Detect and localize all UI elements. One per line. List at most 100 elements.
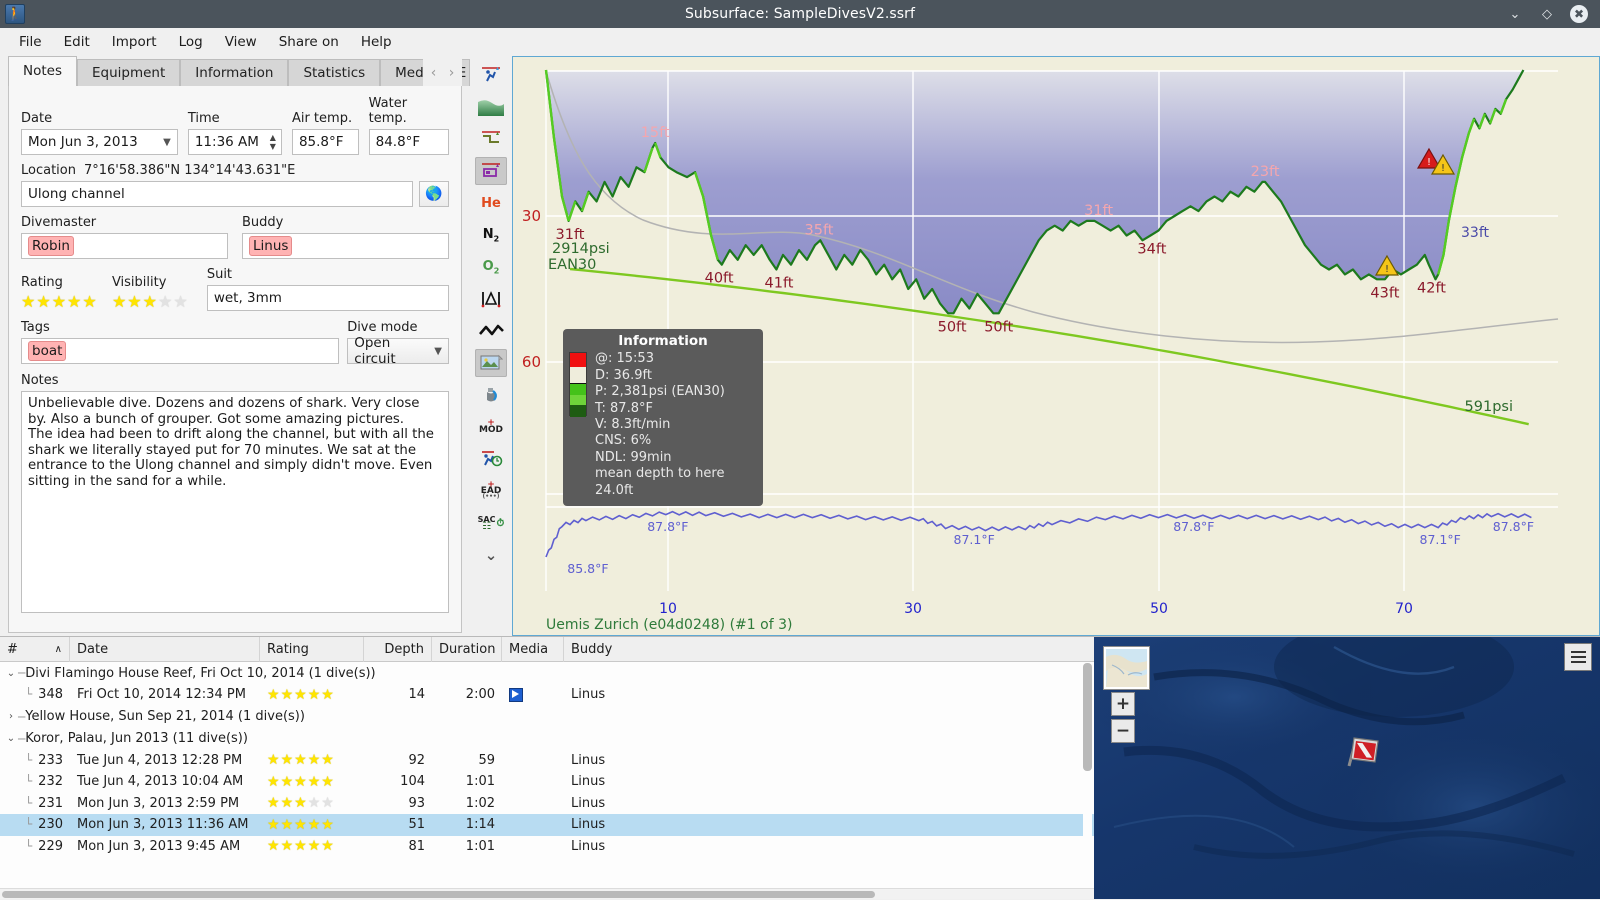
show-calculated-ceiling-tissues-icon[interactable] (475, 157, 507, 185)
notes-textarea[interactable]: Unbelievable dive. Dozens and dozens of … (21, 391, 449, 613)
rating-star-3[interactable]: ★ (51, 292, 67, 311)
dive-row[interactable]: └ 229 Mon Jun 3, 2013 9:45 AM ★ ★ ★ ★ ★ 81 1:01 Li… (0, 836, 1094, 858)
show-calculated-ceiling-icon[interactable] (475, 125, 507, 153)
visibility-star-1[interactable]: ★ (111, 292, 127, 311)
dive-row[interactable]: └ 233 Tue Jun 4, 2013 12:28 PM ★ ★ ★ ★ ★ 92 59 Lin… (0, 750, 1094, 772)
chevron-down-icon[interactable]: ⌄ (6, 733, 16, 744)
air-temp-field[interactable]: 85.8°F (291, 129, 359, 155)
toggle-sac-icon[interactable]: SAC ☷ ⏱ (477, 515, 505, 532)
maximize-icon[interactable]: ◇ (1542, 6, 1552, 22)
globe-icon[interactable]: 🌎 (419, 181, 449, 207)
tab-notes[interactable]: Notes (8, 56, 77, 86)
marker-yellow-warning-triangle[interactable]: ! (1430, 153, 1456, 175)
trip-row[interactable]: ⌄ ─ Divi Flamingo House Reef, Fri Oct 10, … (0, 662, 1094, 684)
toggle-helium-icon[interactable]: He (481, 195, 501, 211)
show-dc-ceiling-shaded-icon[interactable] (475, 93, 507, 121)
media-icon[interactable] (509, 687, 523, 702)
trip-row[interactable]: › ─ Yellow House, Sun Sep 21, 2014 (1 dive… (0, 706, 1094, 728)
column-header-duration[interactable]: Duration (432, 637, 502, 662)
rating-star-2[interactable]: ★ (36, 292, 51, 311)
dive-list-horizontal-scroll-track[interactable] (0, 888, 1094, 899)
dive-rating-star: ★ (307, 816, 321, 833)
toggle-tankbar-icon[interactable] (475, 381, 507, 409)
menu-import[interactable]: Import (111, 34, 157, 50)
buddy-field[interactable]: Linus (242, 233, 449, 259)
dive-list[interactable]: # ∧ Date Rating Depth Duration Media Bud… (0, 637, 1094, 899)
dive-site-map[interactable]: + − (1094, 637, 1600, 899)
main-area: Notes Equipment Information Statistics M… (0, 56, 1600, 636)
world-minimap-icon[interactable] (1103, 646, 1150, 690)
dive-list-scroll-track[interactable] (1083, 663, 1092, 885)
dive-row[interactable]: └ 232 Tue Jun 4, 2013 10:04 AM ★ ★ ★ ★ ★ 104 1:01… (0, 771, 1094, 793)
dive-profile-chart[interactable]: 30 60 10 30 50 70 31ft 15ft 40ft 41ft 35ft 50… (512, 56, 1600, 636)
toggle-heart-rate-icon[interactable] (475, 317, 507, 345)
toggle-photos-icon[interactable] (475, 349, 507, 377)
tab-prev-icon[interactable]: ‹ (430, 64, 437, 81)
tab-statistics[interactable]: Statistics (288, 59, 381, 86)
toggle-deco-info-icon[interactable] (475, 285, 507, 313)
map-zoom-out-button[interactable]: − (1111, 719, 1135, 743)
time-field[interactable]: 11:36 AM ▲ ▼ (187, 129, 282, 155)
column-header-date[interactable]: Date (70, 637, 260, 662)
toggle-ndl-tts-icon[interactable] (475, 445, 507, 473)
menu-view[interactable]: View (224, 34, 257, 50)
column-header-media[interactable]: Media (502, 637, 564, 662)
map-zoom-in-button[interactable]: + (1111, 692, 1135, 716)
tab-next-icon[interactable]: › (448, 64, 455, 81)
rating-star-1[interactable]: ★ (21, 292, 36, 311)
scroll-down-icon[interactable]: ⌄ (484, 546, 498, 564)
visibility-star-3[interactable]: ★ (142, 292, 157, 311)
close-icon[interactable]: ✖ (1570, 5, 1588, 23)
rating-stars[interactable]: ★ ★ ★ ★ ★ (21, 293, 112, 311)
marker-yellow-warning-triangle[interactable]: ! (1374, 254, 1400, 276)
menu-share-on[interactable]: Share on (278, 34, 339, 50)
dive-row[interactable]: └ 231 Mon Jun 3, 2013 2:59 PM ★ ★ ★ ★ ★ 93 1:02 Li… (0, 793, 1094, 815)
chevron-right-icon[interactable]: › (9, 711, 13, 722)
column-header-buddy[interactable]: Buddy (571, 641, 613, 657)
dive-list-horizontal-scrollbar[interactable] (2, 891, 875, 898)
water-temp-field[interactable]: 84.8°F (368, 129, 449, 155)
dive-buddy: Linus (571, 795, 606, 811)
rating-star-5[interactable]: ★ (82, 292, 97, 311)
tags-field[interactable]: boat (21, 338, 340, 364)
minimize-icon[interactable]: ⌄ (1509, 6, 1521, 22)
menu-help[interactable]: Help (360, 34, 392, 50)
dive-mode-select[interactable]: Open circuit ▼ (347, 335, 449, 367)
column-header-number[interactable]: # ∧ (0, 637, 70, 662)
tab-information[interactable]: Information (180, 59, 289, 86)
toggle-oxygen-icon[interactable]: O2 (482, 258, 500, 276)
menu-edit[interactable]: Edit (63, 34, 90, 50)
marker-red-warning-triangle[interactable]: ! (1416, 147, 1442, 169)
toggle-mod-icon[interactable]: + MOD (478, 418, 504, 435)
tab-equipment[interactable]: Equipment (77, 59, 181, 86)
tooltip-row: NDL: 99min (595, 449, 672, 465)
show-dive-computer-reported-ceiling-icon[interactable] (475, 61, 507, 89)
column-header-depth[interactable]: Depth (364, 637, 432, 662)
depth-event-label: 31ft (556, 227, 585, 243)
rating-star-4[interactable]: ★ (67, 292, 82, 311)
date-field[interactable]: Mon Jun 3, 2013 ▼ (21, 129, 178, 155)
location-field[interactable]: Ulong channel (21, 181, 414, 207)
visibility-star-4[interactable]: ★ (157, 292, 173, 311)
dive-flag-marker-icon[interactable] (1342, 729, 1384, 773)
visibility-stars[interactable]: ★ ★ ★ ★ ★ (112, 293, 207, 311)
toggle-nitrogen-icon[interactable]: N2 (482, 226, 500, 244)
x-tick-10: 10 (659, 601, 677, 617)
dive-list-vertical-scrollbar[interactable] (1083, 663, 1092, 771)
menu-log[interactable]: Log (178, 34, 203, 50)
divemaster-field[interactable]: Robin (21, 233, 228, 259)
menu-file[interactable]: File (19, 34, 42, 50)
spinner-arrows-icon[interactable]: ▲ ▼ (269, 133, 276, 151)
dive-date: Mon Jun 3, 2013 9:45 AM (77, 838, 241, 854)
chevron-down-icon[interactable]: ⌄ (6, 667, 16, 679)
dive-row[interactable]: └ 348 Fri Oct 10, 2014 12:34 PM ★ ★ ★ ★ ★ 14 2:00… (0, 684, 1094, 706)
hamburger-menu-icon[interactable] (1564, 643, 1592, 671)
trip-row[interactable]: ⌄ ─ Koror, Palau, Jun 2013 (11 dive(s)) (0, 728, 1094, 750)
visibility-star-2[interactable]: ★ (127, 292, 142, 311)
column-header-rating[interactable]: Rating (260, 637, 364, 662)
visibility-star-5[interactable]: ★ (173, 292, 188, 311)
depth-event-label: 15ft (641, 125, 670, 141)
suit-field[interactable]: wet, 3mm (206, 285, 449, 311)
dive-row[interactable]: └ 230 Mon Jun 3, 2013 11:36 AM ★ ★ ★ ★ ★ 51 1:14 L… (0, 814, 1094, 836)
toggle-ead-icon[interactable]: + EAD (•••) (480, 480, 502, 500)
